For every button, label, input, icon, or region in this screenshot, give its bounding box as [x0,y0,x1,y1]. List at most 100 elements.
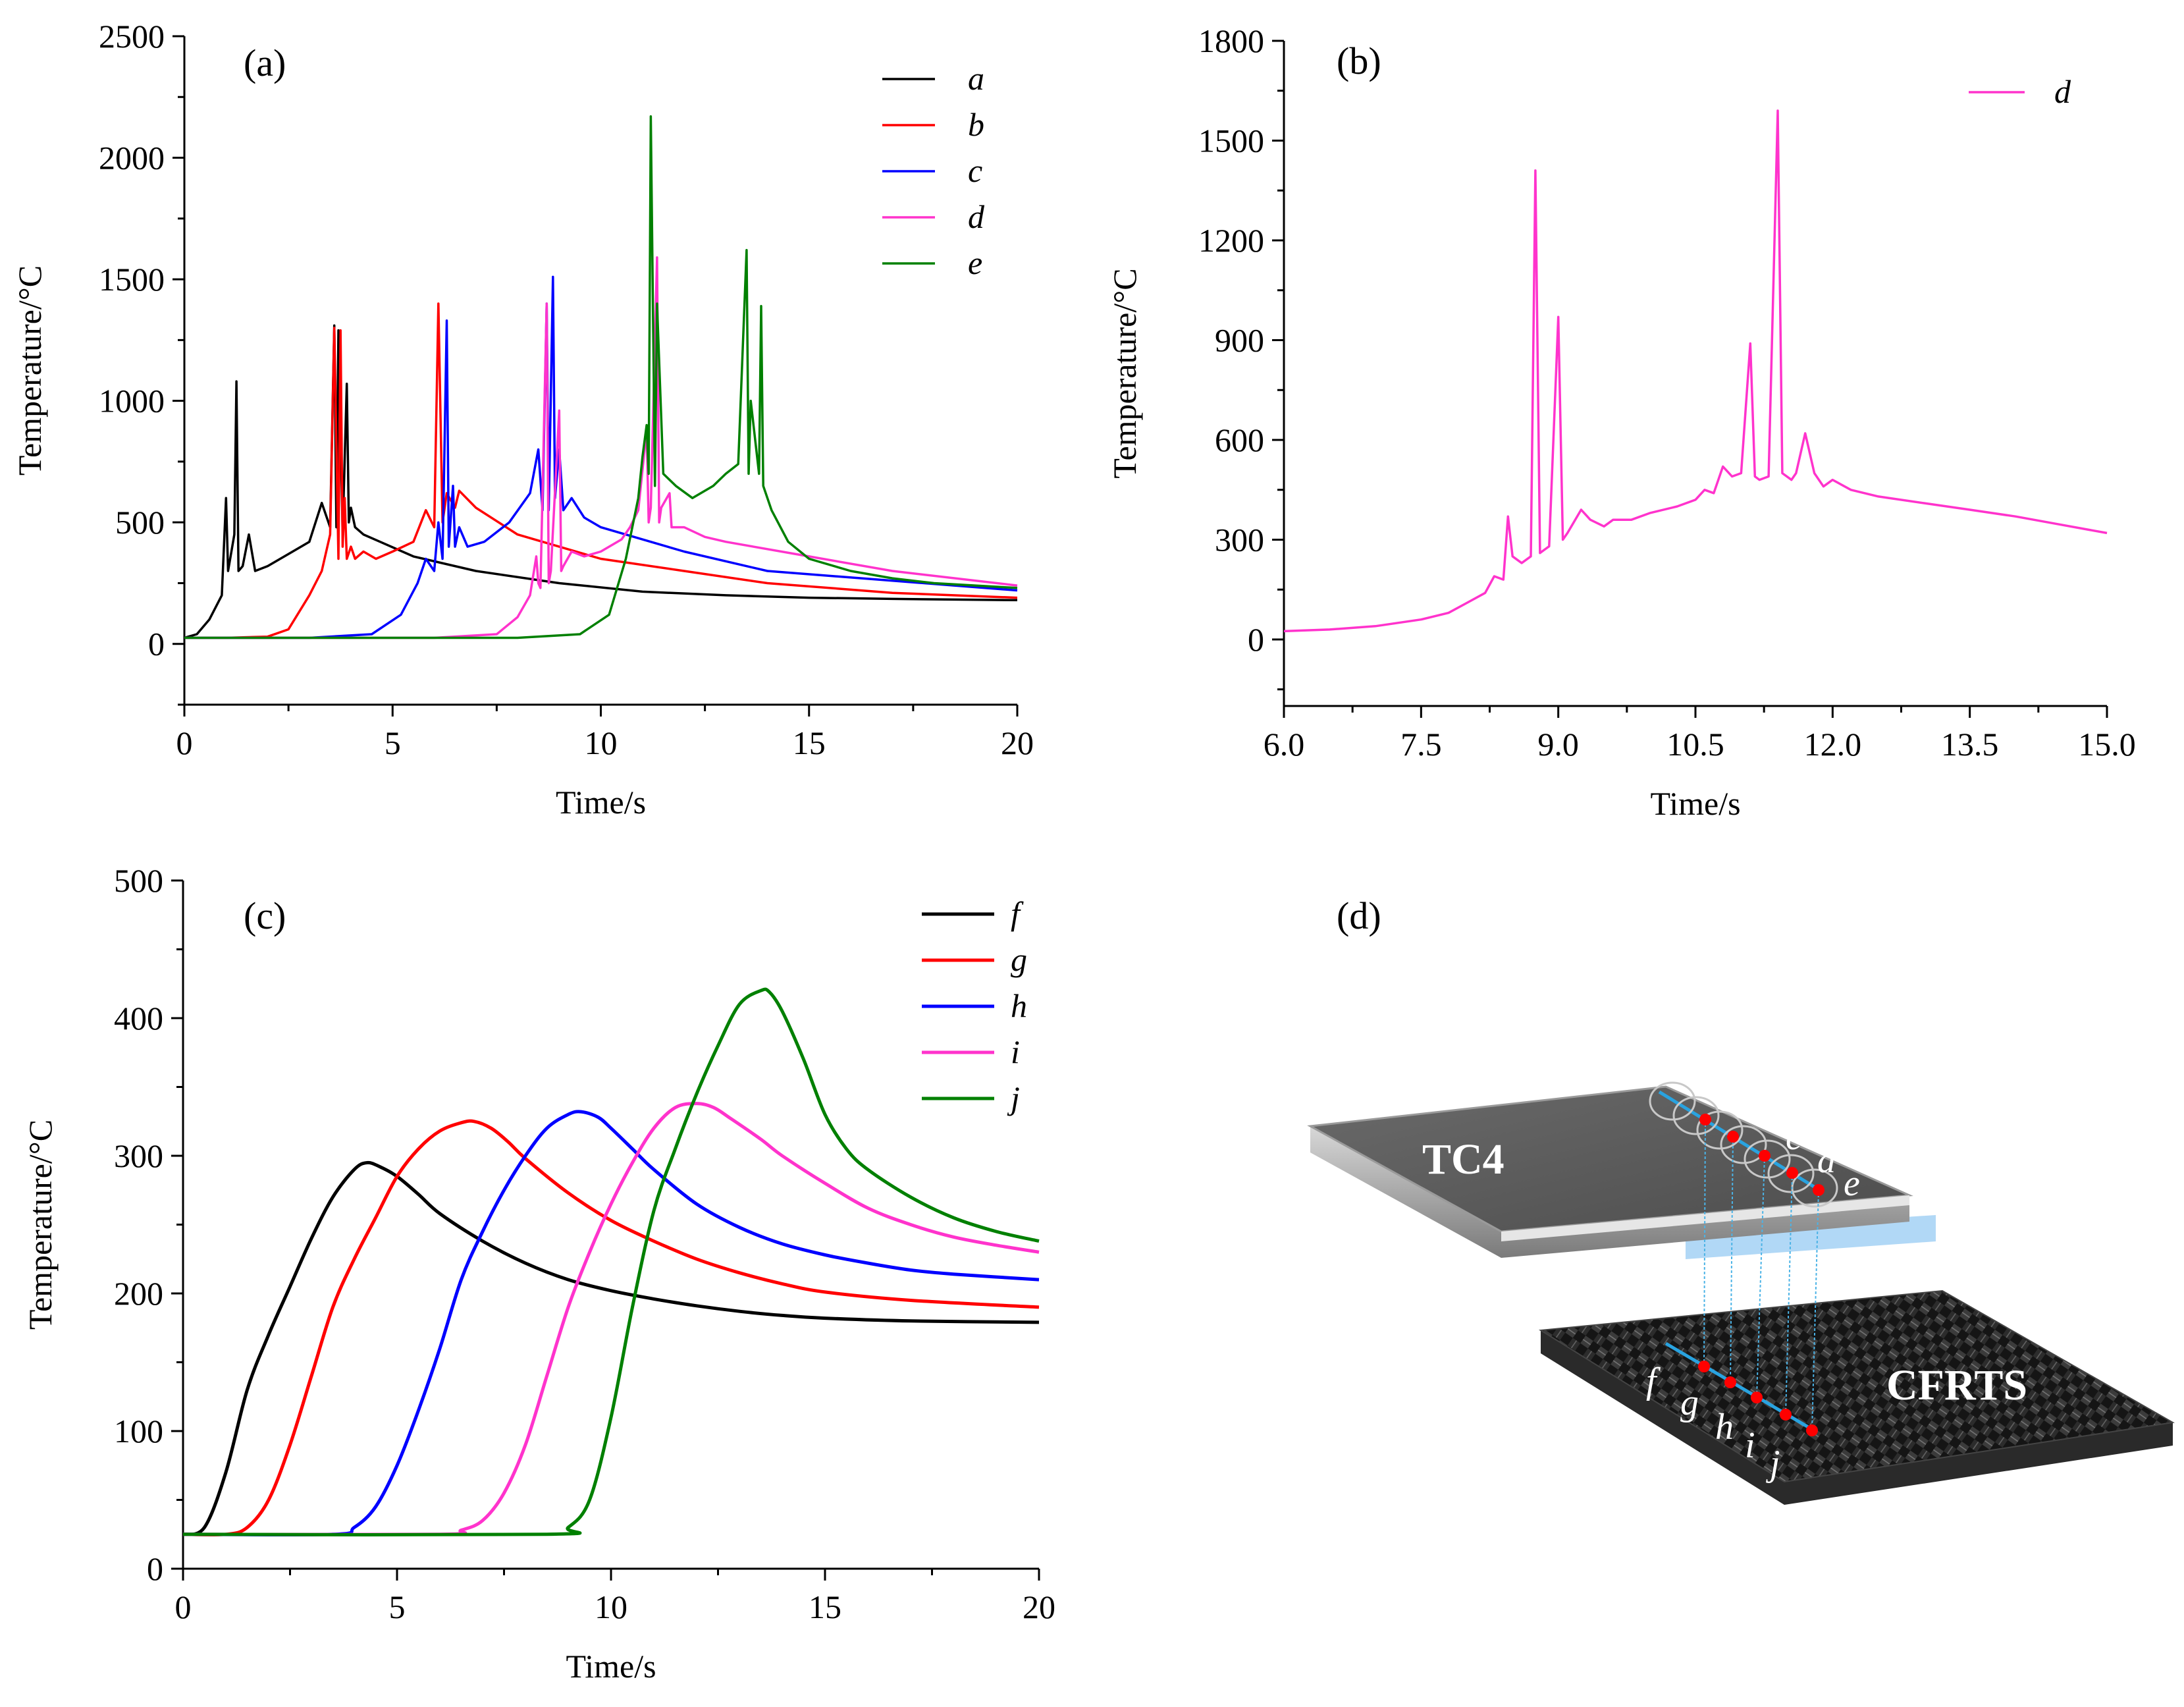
x-tick-label: 5 [385,724,401,761]
marker-b [1727,1131,1739,1143]
coil-loop [1649,1081,1696,1121]
marker-c [1759,1150,1771,1162]
legend-label-h: h [1011,987,1027,1024]
marker-i [1780,1409,1792,1421]
panel-label-a: (a) [244,41,286,84]
point-label-c: c [1786,1117,1802,1158]
y-tick-label: 1800 [1198,22,1264,59]
panel-label-c: (c) [244,894,286,937]
x-tick-label: 13.5 [1941,726,1999,763]
marker-g [1724,1376,1736,1388]
y-tick-label: 200 [114,1275,163,1312]
x-tick-label: 20 [1023,1588,1055,1625]
tc4-plate-underside-glow [1686,1215,1936,1259]
y-tick-label: 300 [1215,522,1264,558]
panel-label-b: (b) [1337,40,1381,82]
x-tick-label: 0 [176,724,193,761]
legend-label-i: i [1011,1033,1020,1070]
x-tick-label: 10 [585,724,618,761]
y-tick-label: 0 [147,1550,163,1587]
marker-f [1698,1361,1710,1372]
legend-label-d: d [968,198,985,235]
x-tick-label: 0 [175,1588,192,1625]
series-line-g [183,1119,1040,1537]
y-tick-label: 1500 [1198,122,1264,159]
cfrts-plate-side [1541,1330,2173,1505]
x-tick-label: 15 [809,1588,841,1625]
y-axis-label: Temperature/°C [22,1120,59,1330]
projection-line [1811,1189,1819,1431]
series-line-i [183,1102,1040,1536]
x-tick-label: 20 [1001,724,1034,761]
point-label-h: h [1715,1407,1734,1448]
panel-label-d: (d) [1337,894,1381,937]
x-tick-label: 10 [595,1588,627,1625]
cfrts-plate: CFRTS [1538,1289,2175,1505]
y-tick-label: 500 [115,504,165,541]
legend-label-c: c [968,152,982,189]
y-tick-label: 900 [1215,322,1264,359]
series-line-f [183,1160,1040,1536]
y-tick-label: 1200 [1198,222,1264,259]
point-label-d: d [1817,1140,1836,1181]
legend-label-f: f [1011,895,1024,932]
point-label-a: a [1730,1064,1749,1105]
x-tick-label: 10.5 [1666,726,1724,763]
series-line-c [184,275,1018,639]
y-tick-label: 500 [114,862,163,899]
y-tick-label: 100 [114,1413,163,1450]
series-line-d [184,256,1018,639]
x-tick-label: 15.0 [2078,726,2136,763]
y-tick-label: 0 [1248,621,1264,658]
y-tick-label: 2500 [99,18,165,55]
marker-j [1806,1424,1818,1436]
y-tick-label: 1500 [99,261,165,298]
y-tick-label: 300 [114,1137,163,1174]
marker-a [1699,1114,1711,1125]
x-tick-label: 15 [793,724,826,761]
cfrts-label: CFRTS [1886,1361,2027,1409]
legend-label-d: d [2054,73,2071,110]
cfrts-plate-top [1538,1289,2175,1483]
series-line-a [184,324,1018,639]
y-axis-label: Temperature/°C [11,265,48,475]
coil-loop [1672,1096,1720,1135]
cfrts-weld-line [1665,1341,1819,1434]
tc4-plate: TC4 [1307,1085,1936,1259]
coil-loop [1720,1125,1767,1164]
x-tick-label: 6.0 [1264,726,1305,763]
panel-b-chart: 6.0 7.5 9.0 10.5 12.0 13.5 15.0 0 300 600 900 1200 1… [1106,22,2136,822]
panel-c-chart: 0 5 10 15 200100200300400500Time/sTemperatur… [22,862,1055,1685]
legend-label-j: j [1007,1079,1020,1116]
marker-e [1813,1184,1824,1196]
point-label-j: j [1766,1443,1780,1484]
point-label-g: g [1680,1382,1699,1423]
x-axis-label: Time/s [1650,785,1740,822]
y-tick-label: 0 [148,626,165,663]
coil-loop [1767,1154,1815,1193]
legend-label-g: g [1011,941,1027,978]
y-axis-label: Temperature/°C [1106,268,1143,478]
legend-label-a: a [968,60,984,97]
tc4-plate-side [1310,1126,1909,1258]
point-label-b: b [1758,1091,1776,1131]
point-label-i: i [1745,1425,1755,1466]
series-line-d [1284,109,2108,633]
x-axis-label: Time/s [566,1648,656,1685]
coil-loop [1696,1110,1744,1150]
series-line-e [184,115,1018,639]
coil-loop [1744,1139,1791,1179]
projection-line [1756,1155,1765,1398]
x-tick-label: 5 [389,1588,406,1625]
projection-line [1730,1136,1734,1383]
tc4-label: TC4 [1422,1135,1505,1183]
y-tick-label: 2000 [99,140,165,176]
x-tick-label: 12.0 [1804,726,1862,763]
legend-label-e: e [968,244,982,281]
legend-label-b: b [968,106,984,143]
point-label-e: e [1844,1163,1860,1204]
projection-line [1785,1172,1793,1415]
